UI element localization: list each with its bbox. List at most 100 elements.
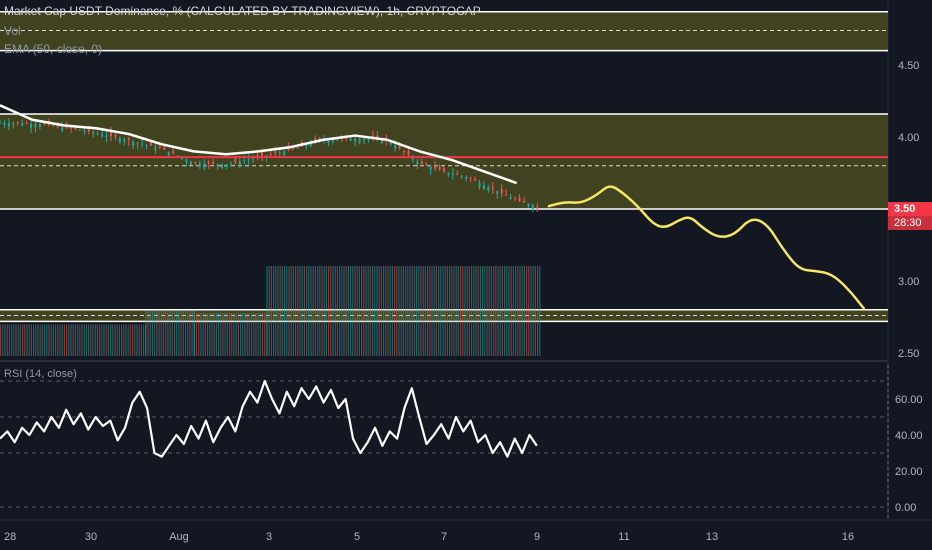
volume-bar [504,266,506,356]
volume-bar [299,266,301,356]
volume-bar [429,266,431,356]
candle-body [16,121,19,124]
volume-bar [66,324,68,356]
candle-body [420,161,423,164]
volume-bar [57,324,59,356]
volume-bar [59,324,61,356]
volume-bar [17,324,19,356]
time-axis-tick-5: 7 [441,531,447,543]
candle-body [158,146,161,149]
volume-label[interactable]: Vol [4,24,21,38]
candle-body [380,139,383,144]
volume-bar [506,266,508,356]
time-axis-tick-0: 28 [4,531,16,543]
candle-body [212,161,215,164]
candle-body [132,141,135,146]
volume-bar [435,266,437,356]
volume-bar [255,312,257,356]
candle-body [198,163,201,167]
volume-bar [438,266,440,356]
candle-body [358,138,361,143]
volume-bar [310,266,312,356]
candle-body [127,138,130,141]
volume-bar [493,266,495,356]
volume-bar [319,266,321,356]
volume-bar [488,266,490,356]
volume-bar [343,266,345,356]
price-axis-tick-0: 4.50 [898,60,919,72]
volume-bar [195,312,198,356]
candle-body [52,125,55,127]
volume-bar [352,266,354,356]
candle-body [496,191,499,195]
volume-bar [88,324,90,356]
volume-bar [257,312,259,356]
volume-bar [347,266,349,356]
candle-body [194,161,197,163]
volume-bar [24,324,26,356]
candle-body [278,152,281,154]
volume-bar [160,311,162,356]
volume-bar [473,266,475,356]
volume-bar [15,324,17,356]
volume-bar [378,266,380,356]
volume-bar [367,266,369,356]
volume-bar [512,266,514,356]
candle-body [167,151,170,156]
candle-body [367,139,370,141]
volume-bar [248,312,250,356]
candle-body [465,176,468,179]
volume-bar [19,324,21,356]
rsi-line[interactable] [0,379,538,458]
volume-bar [321,266,323,356]
candle-body [474,179,477,181]
volume-bar [253,312,255,356]
volume-bar [372,266,374,356]
volume-bar [206,312,209,356]
zone-box-0[interactable] [0,11,888,51]
volume-bar [453,266,455,356]
volume-bar [68,324,70,356]
zone-box-1[interactable] [0,113,888,209]
candle-body [38,124,41,127]
volume-bar [72,324,74,356]
candle-body [154,147,157,150]
candle-body [456,173,459,175]
candle-body [21,123,24,126]
volume-bar [103,324,105,356]
volume-bar [306,266,308,356]
volume-bar [140,324,142,356]
volume-bar [127,324,129,356]
candle-body [0,122,1,124]
volume-bar [396,266,398,356]
volume-bar [490,266,492,356]
volume-bar [317,266,319,356]
volume-bar [22,324,24,356]
candle-body [403,150,406,152]
volume-bar [184,311,187,356]
volume-bar [431,266,433,356]
volume-bar [176,311,178,356]
volume-bar [273,266,275,356]
candle-body [12,123,15,125]
volume-bar [48,324,50,356]
candle-body [43,123,46,125]
candle-body [292,147,295,150]
ema-line[interactable] [0,104,518,185]
candle-body [522,200,525,203]
rsi-label[interactable]: RSI (14, close) [4,368,77,380]
bar-countdown: 28:30 [888,216,932,230]
volume-bar [383,266,385,356]
volume-bar [2,324,4,356]
projection-path[interactable] [547,185,866,310]
volume-bar [345,266,347,356]
volume-bar [35,324,37,356]
ema-label[interactable]: EMA (50, close, 0) [4,42,103,56]
volume-bar [28,324,30,356]
candle-body [105,135,108,138]
volume-bar [112,324,114,356]
candle-body [327,139,330,144]
candle-body [518,197,521,202]
volume-bar [226,312,228,356]
